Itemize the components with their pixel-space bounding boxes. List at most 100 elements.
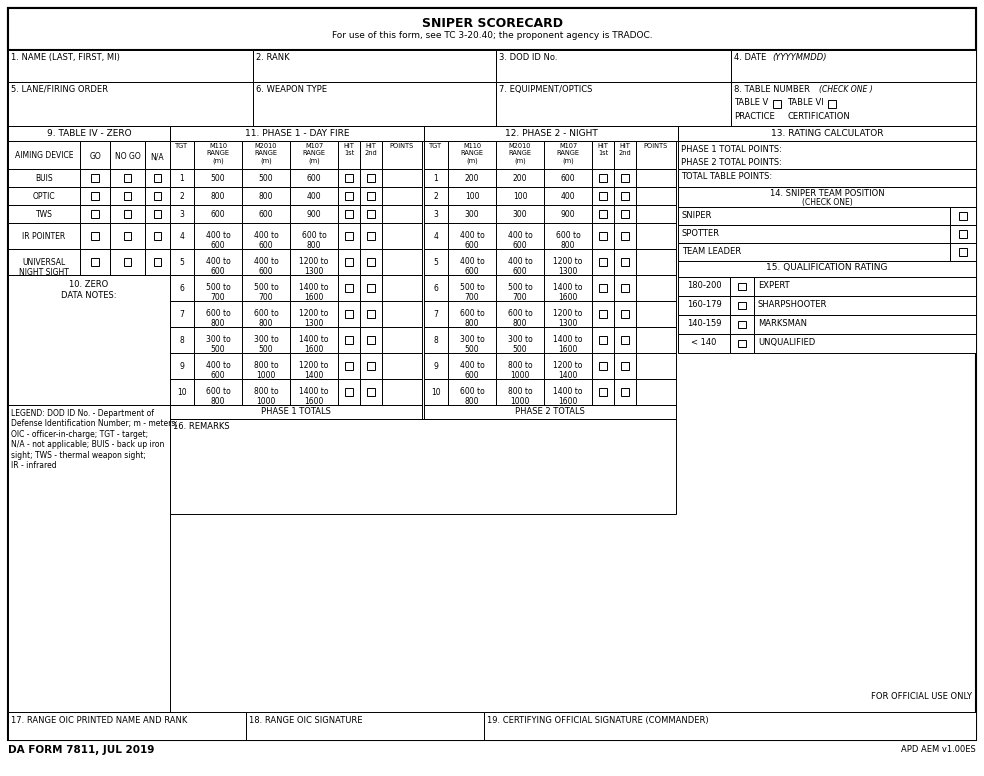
Bar <box>360 205 382 223</box>
Bar <box>242 169 290 187</box>
Bar <box>382 249 422 275</box>
Bar <box>154 192 161 199</box>
Bar <box>424 223 448 249</box>
Bar <box>8 275 170 405</box>
Bar <box>194 249 242 275</box>
Text: 400 to
600: 400 to 600 <box>508 257 532 276</box>
Bar <box>496 379 544 405</box>
Bar <box>124 258 131 265</box>
Bar <box>544 205 592 223</box>
Bar <box>194 169 242 187</box>
Text: 15. QUALIFICATION RATING: 15. QUALIFICATION RATING <box>767 263 888 272</box>
Bar <box>367 210 375 218</box>
Text: 11. PHASE 1 - DAY FIRE: 11. PHASE 1 - DAY FIRE <box>245 129 349 138</box>
Bar <box>496 249 544 275</box>
Text: 400: 400 <box>561 192 576 201</box>
Bar <box>338 327 360 353</box>
Bar <box>636 379 676 405</box>
Text: 300 to
500: 300 to 500 <box>254 335 278 355</box>
Bar <box>367 284 375 292</box>
Text: 10. ZERO: 10. ZERO <box>70 280 108 289</box>
Text: 800: 800 <box>211 192 225 201</box>
Bar <box>424 405 676 419</box>
Bar <box>170 301 194 327</box>
Text: < 140: < 140 <box>692 338 716 347</box>
Text: 16. REMARKS: 16. REMARKS <box>173 422 229 431</box>
Bar <box>448 327 496 353</box>
Bar <box>730 334 754 353</box>
Bar <box>496 82 731 126</box>
Text: EXPERT: EXPERT <box>758 281 789 290</box>
Bar <box>754 334 976 353</box>
Bar <box>592 187 614 205</box>
Text: M107
RANGE
(m): M107 RANGE (m) <box>302 143 326 164</box>
Bar <box>382 141 422 169</box>
Bar <box>731 50 976 82</box>
Bar <box>592 327 614 353</box>
Bar <box>754 315 976 334</box>
Text: 600 to
800: 600 to 800 <box>460 387 484 407</box>
Text: 180-200: 180-200 <box>687 281 721 290</box>
Bar <box>382 327 422 353</box>
Bar <box>382 275 422 301</box>
Bar <box>678 169 976 187</box>
Text: PHASE 1 TOTAL POINTS:: PHASE 1 TOTAL POINTS: <box>681 145 782 154</box>
Bar <box>170 205 194 223</box>
Bar <box>170 405 422 419</box>
Bar <box>110 249 145 275</box>
Bar <box>338 223 360 249</box>
Bar <box>170 187 194 205</box>
Bar <box>424 205 448 223</box>
Bar <box>829 100 835 108</box>
Bar <box>194 353 242 379</box>
Bar <box>367 232 375 240</box>
Bar <box>738 302 746 310</box>
Text: M2010
RANGE
(m): M2010 RANGE (m) <box>509 143 531 164</box>
Bar <box>80 169 110 187</box>
Bar <box>599 258 607 265</box>
Bar <box>496 327 544 353</box>
Bar <box>424 301 448 327</box>
Text: 800 to
1000: 800 to 1000 <box>254 361 278 380</box>
Bar <box>614 379 636 405</box>
Text: 300 to
500: 300 to 500 <box>206 335 230 355</box>
Bar <box>8 126 170 141</box>
Text: 2. RANK: 2. RANK <box>256 53 289 62</box>
Text: HIT
1st: HIT 1st <box>597 143 608 156</box>
Text: 8: 8 <box>180 336 184 345</box>
Bar <box>92 232 98 240</box>
Text: 6: 6 <box>179 284 184 293</box>
Text: 300: 300 <box>464 210 479 219</box>
Text: 600 to
800: 600 to 800 <box>254 309 278 328</box>
Text: 800 to
1000: 800 to 1000 <box>254 387 278 407</box>
Bar <box>636 223 676 249</box>
Text: 1: 1 <box>434 174 439 183</box>
Text: PHASE 2 TOTALS: PHASE 2 TOTALS <box>515 407 584 416</box>
Bar <box>599 210 607 218</box>
Bar <box>360 301 382 327</box>
Bar <box>367 336 375 344</box>
Bar <box>194 379 242 405</box>
Text: 1200 to
1300: 1200 to 1300 <box>553 309 583 328</box>
Bar <box>678 315 730 334</box>
Text: FOR OFFICIAL USE ONLY: FOR OFFICIAL USE ONLY <box>871 692 972 701</box>
Text: 10: 10 <box>431 388 441 397</box>
Bar <box>124 175 131 182</box>
Text: 200: 200 <box>464 174 479 183</box>
Bar <box>92 175 98 182</box>
Bar <box>382 301 422 327</box>
Text: 13. RATING CALCULATOR: 13. RATING CALCULATOR <box>770 129 884 138</box>
Text: PHASE 1 TOTALS: PHASE 1 TOTALS <box>261 407 331 416</box>
Bar <box>290 379 338 405</box>
Text: TABLE VI: TABLE VI <box>787 98 824 107</box>
Bar <box>496 301 544 327</box>
Bar <box>360 223 382 249</box>
Bar <box>592 169 614 187</box>
Text: 3. DOD ID No.: 3. DOD ID No. <box>499 53 558 62</box>
Bar <box>338 379 360 405</box>
Bar <box>678 126 976 141</box>
Bar <box>636 187 676 205</box>
Bar <box>599 310 607 317</box>
Text: 8: 8 <box>434 336 439 345</box>
Bar <box>290 169 338 187</box>
